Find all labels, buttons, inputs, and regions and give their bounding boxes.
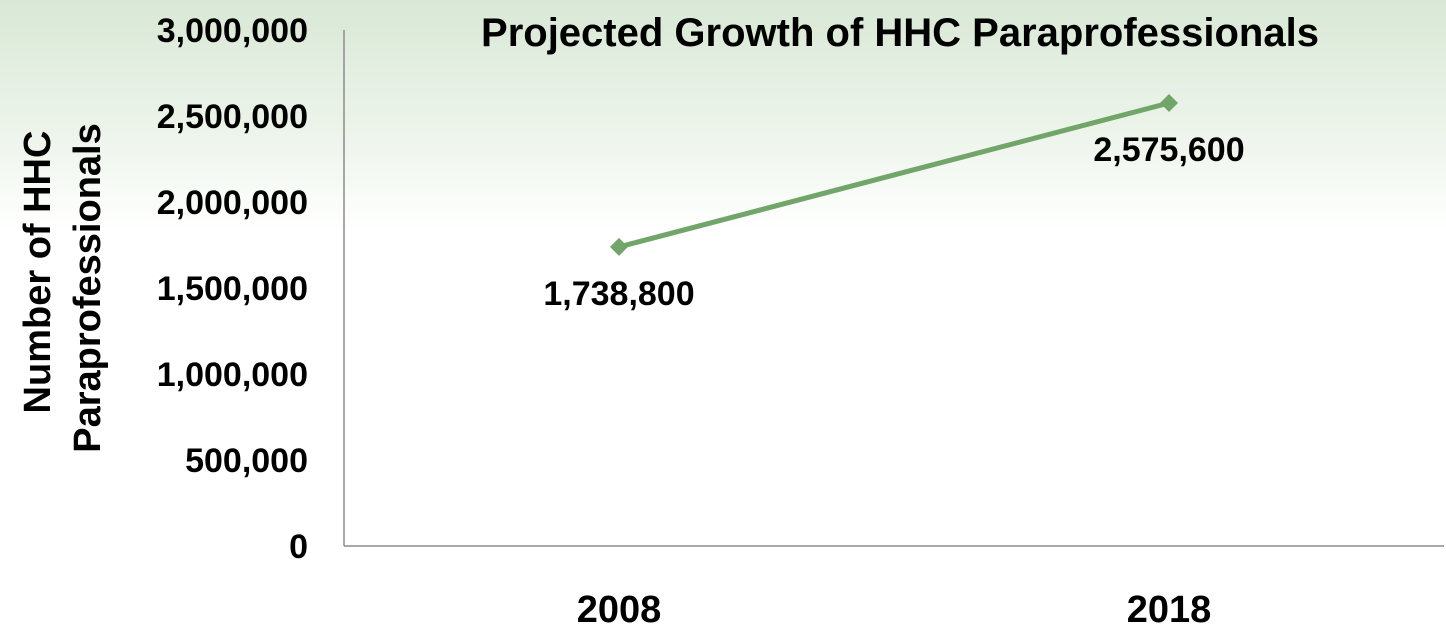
y-tick-label: 2,500,000 bbox=[157, 98, 308, 136]
x-tick-label: 2008 bbox=[577, 589, 662, 630]
y-axis-title-line-2: Paraprofessionals bbox=[67, 123, 109, 452]
data-point-marker bbox=[610, 237, 628, 256]
y-tick-label: 1,000,000 bbox=[157, 356, 308, 394]
series-layer: 1,738,800 2,575,600 bbox=[543, 93, 1245, 313]
data-label: 2,575,600 bbox=[1093, 131, 1244, 169]
y-tick-label: 1,500,000 bbox=[157, 270, 308, 308]
data-point-marker bbox=[1160, 93, 1178, 112]
y-tick-label: 2,000,000 bbox=[157, 184, 308, 222]
series-line bbox=[618, 100, 1170, 250]
y-tick-label: 3,000,000 bbox=[157, 12, 308, 50]
x-tick-label: 2018 bbox=[1127, 589, 1212, 630]
y-tick-label: 0 bbox=[289, 528, 308, 566]
y-tick-label: 500,000 bbox=[185, 442, 308, 480]
y-tick-labels: 0 500,000 1,000,000 1,500,000 2,000,000 2,500… bbox=[157, 12, 308, 566]
y-axis-title-line-1: Number of HHC bbox=[17, 131, 59, 414]
x-tick-labels: 2008 2018 bbox=[577, 589, 1212, 630]
data-label: 1,738,800 bbox=[543, 275, 694, 313]
chart-title: Projected Growth of HHC Paraprofessional… bbox=[481, 11, 1319, 55]
